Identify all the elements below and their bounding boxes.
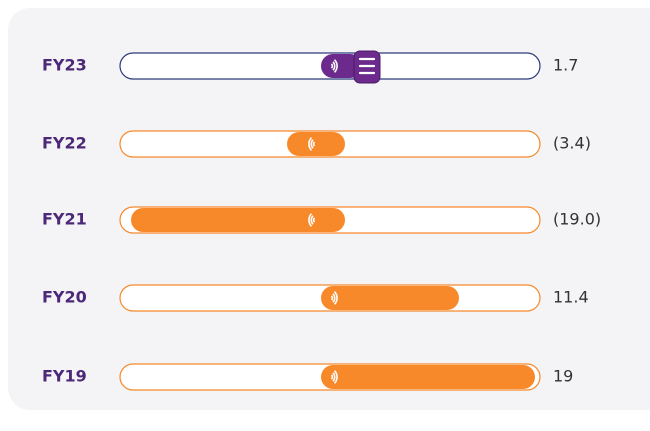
- bar-icon-wave: [333, 59, 338, 73]
- bar: [321, 365, 535, 389]
- bar-icon-wave: [310, 215, 314, 225]
- value-label: 1.7: [553, 56, 578, 75]
- value-label: (3.4): [553, 134, 591, 153]
- bar-icon-wave: [332, 372, 336, 382]
- bar-icon-wave: [330, 295, 334, 301]
- value-label: (19.0): [553, 210, 601, 229]
- bar-icon-wave: [333, 291, 338, 305]
- bar-icon-wave: [332, 293, 336, 303]
- bar-icon-wave: [310, 139, 314, 149]
- category-label: FY22: [42, 134, 87, 153]
- category-label: FY21: [42, 210, 87, 229]
- bar: [321, 286, 459, 310]
- bar: [131, 208, 345, 232]
- category-label: FY23: [42, 56, 87, 75]
- bar-icon-wave: [312, 141, 316, 147]
- bar-icon-wave: [312, 217, 316, 223]
- bar-icon-wave: [333, 370, 338, 384]
- bar-icon-wave: [330, 374, 334, 380]
- value-label: 11.4: [553, 288, 589, 307]
- category-label: FY20: [42, 288, 87, 307]
- category-label: FY19: [42, 367, 87, 386]
- bar-icon-wave: [308, 213, 313, 227]
- value-label: 19: [553, 367, 573, 386]
- bar-icon-wave: [332, 61, 336, 71]
- bar-icon-wave: [330, 63, 334, 69]
- bar-icon-wave: [308, 137, 313, 151]
